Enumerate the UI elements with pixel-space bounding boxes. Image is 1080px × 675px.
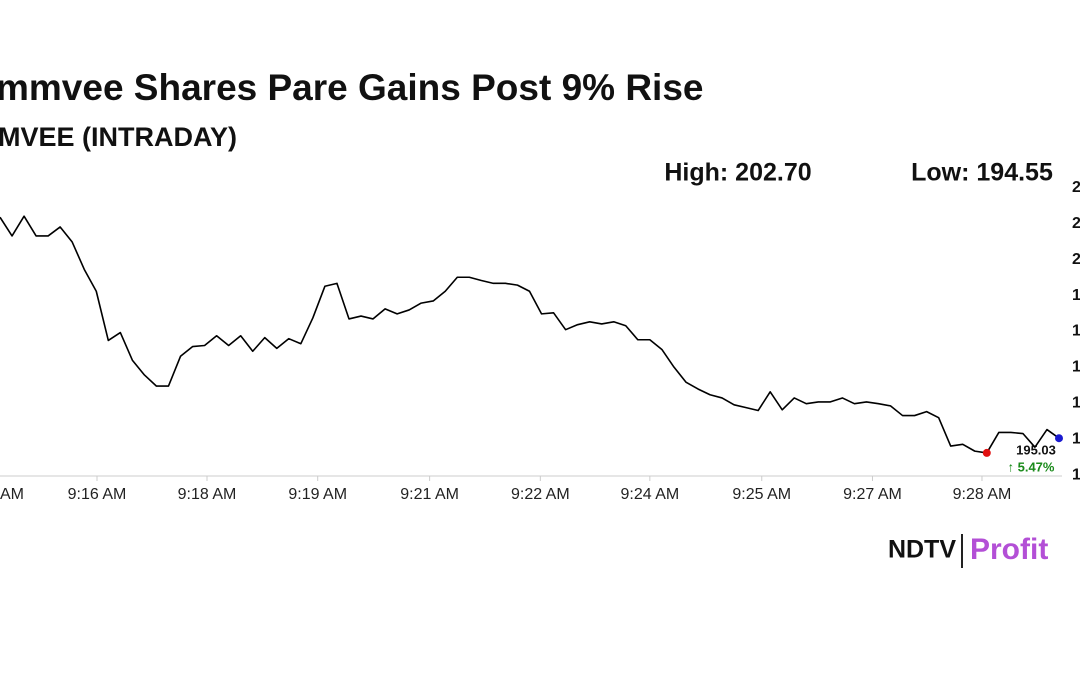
x-tick-label: 9:16 AM bbox=[68, 486, 127, 503]
x-tick-label: 9:19 AM bbox=[288, 486, 347, 503]
x-tick-label: 9:27 AM bbox=[843, 486, 902, 503]
logo-profit: Profit bbox=[970, 533, 1048, 566]
x-tick-label: 9:21 AM bbox=[400, 486, 459, 503]
y-tick-label: 1 bbox=[1072, 395, 1080, 412]
marker-dot bbox=[1055, 434, 1063, 443]
y-tick-label: 2 bbox=[1072, 251, 1080, 268]
x-tick-label: 9:24 AM bbox=[620, 486, 679, 503]
change-label: ↑ 5.47% bbox=[1008, 459, 1055, 474]
chart-subtitle: MVEE (INTRADAY) bbox=[0, 122, 237, 152]
y-tick-label: 1 bbox=[1072, 287, 1080, 304]
x-tick-label: 9:28 AM bbox=[953, 486, 1012, 503]
price-line bbox=[0, 215, 1060, 454]
chart-title: mmvee Shares Pare Gains Post 9% Rise bbox=[0, 67, 703, 108]
y-tick-label: 1 bbox=[1072, 466, 1080, 483]
y-tick-label: 2 bbox=[1072, 179, 1080, 196]
y-tick-label: 1 bbox=[1072, 323, 1080, 340]
logo-ndtv: NDTV bbox=[888, 536, 956, 564]
x-tick-label: 9:18 AM bbox=[178, 486, 237, 503]
x-tick-label: AM bbox=[0, 486, 24, 503]
y-tick-label: 1 bbox=[1072, 359, 1080, 376]
x-tick-label: 9:25 AM bbox=[732, 486, 791, 503]
y-tick-label: 2 bbox=[1072, 215, 1080, 232]
marker-dot bbox=[982, 448, 991, 457]
high-label: High: 202.70 bbox=[664, 159, 811, 187]
x-tick-label: 9:22 AM bbox=[511, 486, 570, 503]
low-label: Low: 194.55 bbox=[911, 159, 1053, 187]
y-tick-label: 1 bbox=[1072, 430, 1080, 447]
price-label: 195.03 bbox=[1016, 442, 1056, 457]
